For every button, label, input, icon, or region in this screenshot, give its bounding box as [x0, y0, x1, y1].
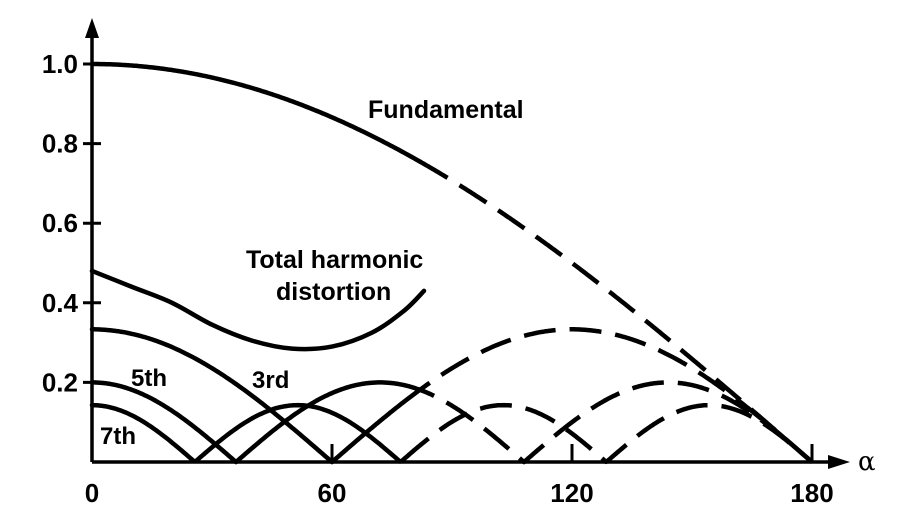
axes: α 0.2 0.4 0.6 0.8 1.0 0 60 120 180: [42, 18, 876, 508]
annotation-5th: 5th: [131, 365, 167, 392]
x-tick-label-60: 60: [318, 478, 347, 508]
x-axis-arrow: [828, 455, 850, 469]
annotation-3rd: 3rd: [252, 367, 289, 394]
series-total-harmonic-distortion: [89, 268, 427, 352]
y-axis-arrow: [85, 18, 99, 38]
series-3rd-dashed: [402, 327, 814, 464]
annotation-thd-line1: Total harmonic: [246, 246, 423, 274]
series-fundamental-solid: [89, 61, 423, 164]
y-tick-label-0.6: 0.6: [42, 208, 78, 238]
x-tick-label-180: 180: [790, 478, 833, 508]
y-tick-label-0.2: 0.2: [42, 367, 78, 397]
annotation-labels: Fundamental Total harmonic distortion 3r…: [100, 96, 524, 450]
x-axis-label: α: [858, 447, 876, 477]
series-5th-solid: [89, 380, 407, 465]
x-tick-label-0: 0: [85, 478, 99, 508]
annotation-fundamental: Fundamental: [368, 96, 524, 124]
curves: [89, 61, 814, 465]
series-7th-solid: [89, 402, 407, 464]
y-tick-label-0.4: 0.4: [42, 288, 79, 318]
series-3rd-solid: [89, 327, 407, 465]
annotation-7th: 7th: [100, 423, 136, 450]
annotation-thd-line2: distortion: [276, 278, 391, 306]
series-fundamental-dashed: [418, 159, 814, 464]
y-tick-label-1.0: 1.0: [42, 49, 78, 79]
series-7th-dashed: [402, 402, 814, 465]
y-tick-label-0.8: 0.8: [42, 129, 78, 159]
x-tick-label-120: 120: [550, 478, 593, 508]
series-5th-dashed: [403, 380, 814, 465]
